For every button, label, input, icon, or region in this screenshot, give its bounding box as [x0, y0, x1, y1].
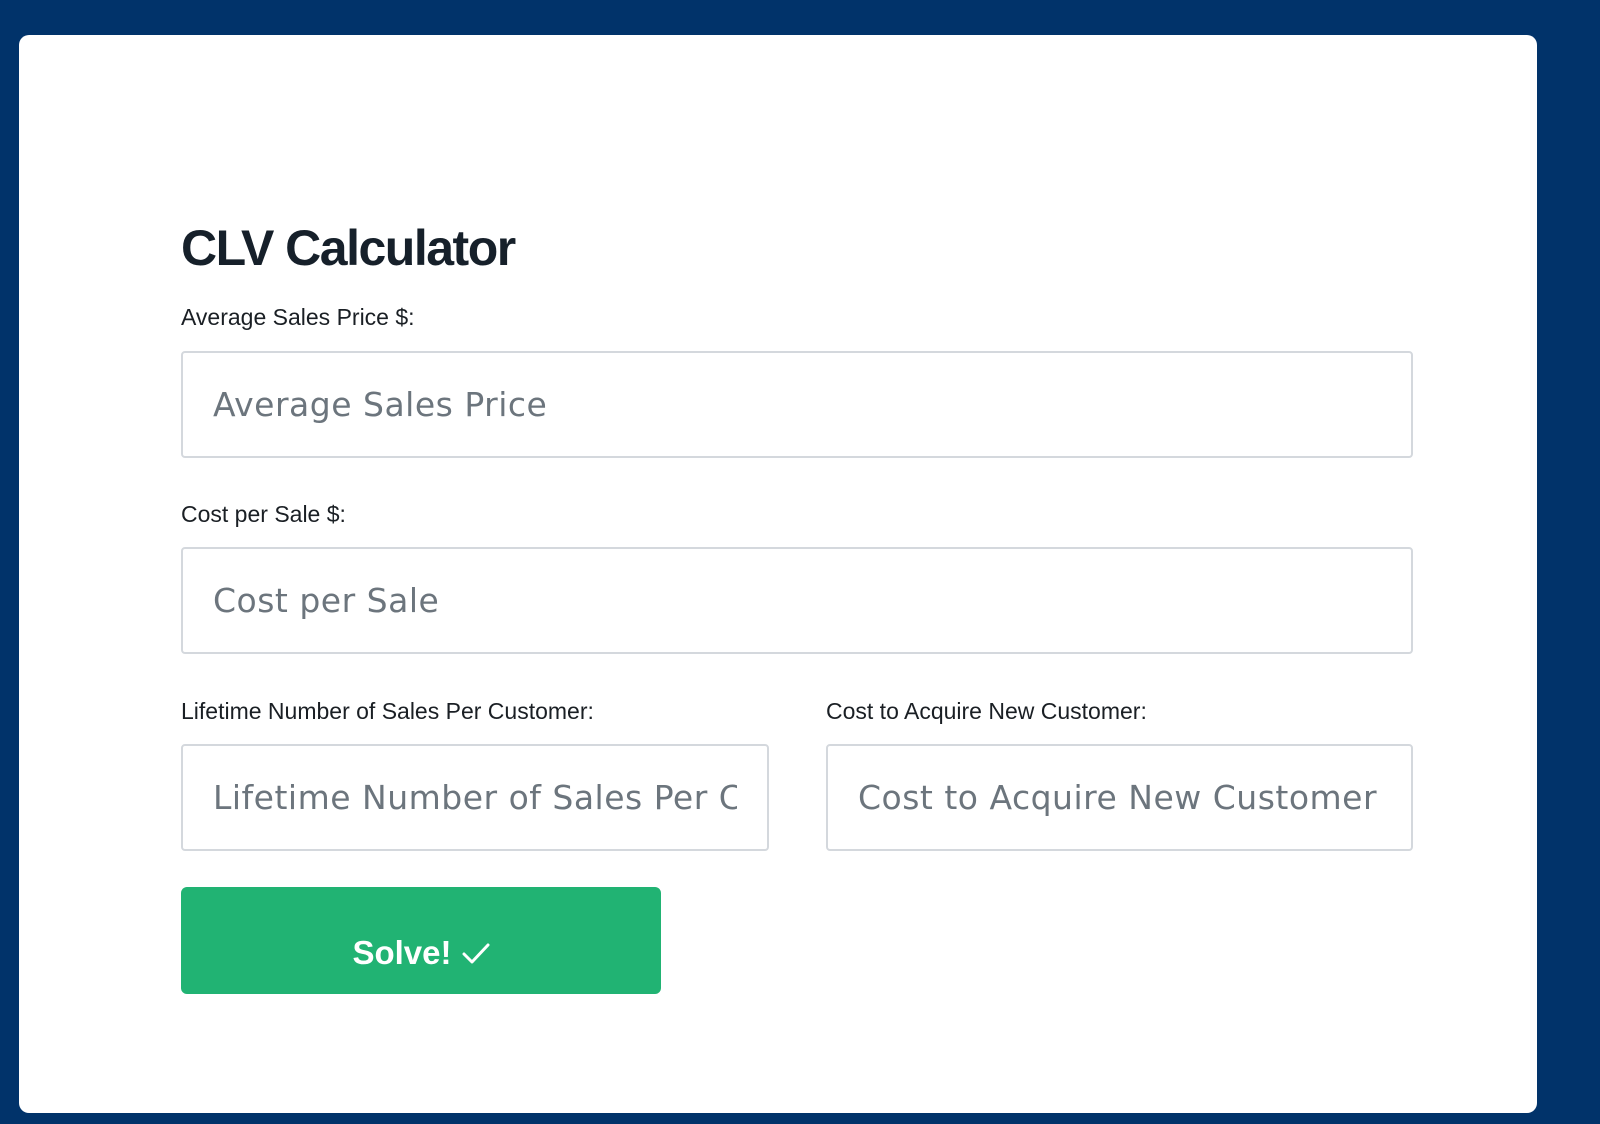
checkmark-icon [462, 943, 490, 964]
average-sales-price-label: Average Sales Price $: [181, 304, 415, 330]
cost-per-sale-label: Cost per Sale $: [181, 501, 346, 527]
lifetime-sales-input[interactable] [181, 744, 769, 851]
page-title: CLV Calculator [181, 220, 516, 276]
acquisition-cost-label: Cost to Acquire New Customer: [826, 698, 1147, 724]
cost-per-sale-input[interactable] [181, 547, 1413, 654]
lifetime-sales-label: Lifetime Number of Sales Per Customer: [181, 698, 594, 724]
calculator-card: CLV Calculator Average Sales Price $: Co… [19, 35, 1537, 1113]
acquisition-cost-input[interactable] [826, 744, 1413, 851]
solve-button-label: Solve! [352, 934, 452, 971]
average-sales-price-input[interactable] [181, 351, 1413, 458]
solve-button[interactable]: Solve! [181, 887, 661, 994]
